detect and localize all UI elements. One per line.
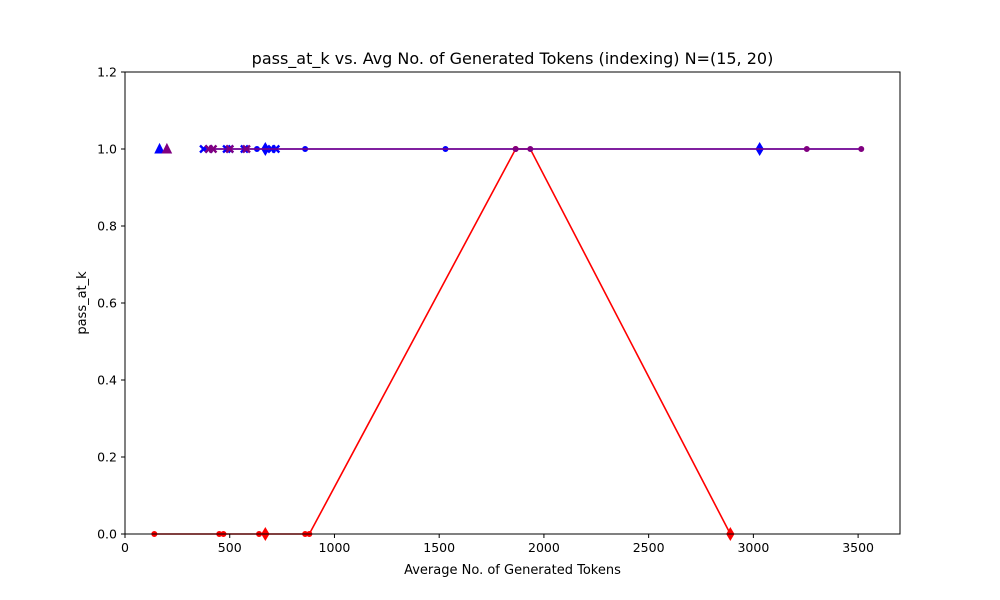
x-tick-label: 3500: [842, 540, 874, 555]
x-tick-label: 2500: [633, 540, 665, 555]
data-point: [858, 146, 865, 152]
data-point-triangle: [154, 142, 165, 154]
data-point-x: [242, 144, 251, 154]
data-point: [512, 146, 519, 152]
x-tick-label: 1500: [423, 540, 455, 555]
data-point-x: [208, 144, 218, 154]
plot-frame: [124, 71, 901, 535]
y-axis-label: pass_at_k: [75, 271, 90, 335]
y-tick-label: 0.0: [97, 527, 117, 542]
y-tick-label: 0.2: [97, 450, 117, 465]
y-tick-label: 1.0: [97, 142, 117, 157]
y-tick-label: 0.6: [97, 296, 117, 311]
series-2: [161, 142, 865, 154]
y-tick-label: 1.2: [97, 65, 117, 80]
y-tick-label: 0.8: [97, 219, 117, 234]
data-point-triangle: [161, 142, 173, 154]
x-tick-label: 0: [121, 540, 129, 555]
y-tick-label: 0.4: [97, 373, 117, 388]
x-axis-label: Average No. of Generated Tokens: [404, 563, 621, 578]
data-point: [527, 146, 534, 152]
series-line: [154, 148, 732, 535]
series-0: [151, 146, 735, 541]
x-tick-label: 500: [218, 540, 242, 555]
chart-title: pass_at_k vs. Avg No. of Generated Token…: [252, 49, 774, 69]
x-tick-label: 3000: [737, 540, 769, 555]
data-point: [803, 146, 810, 152]
x-axis: 0 500 1000 1500 2000 2500 3000 3500: [121, 534, 874, 555]
x-tick-label: 2000: [528, 540, 560, 555]
y-axis: 0.0 0.2 0.4 0.6 0.8 1.0 1.2: [97, 65, 125, 542]
data-point-x: [225, 144, 235, 154]
x-tick-label: 1000: [319, 540, 351, 555]
plot-area: [151, 142, 865, 541]
